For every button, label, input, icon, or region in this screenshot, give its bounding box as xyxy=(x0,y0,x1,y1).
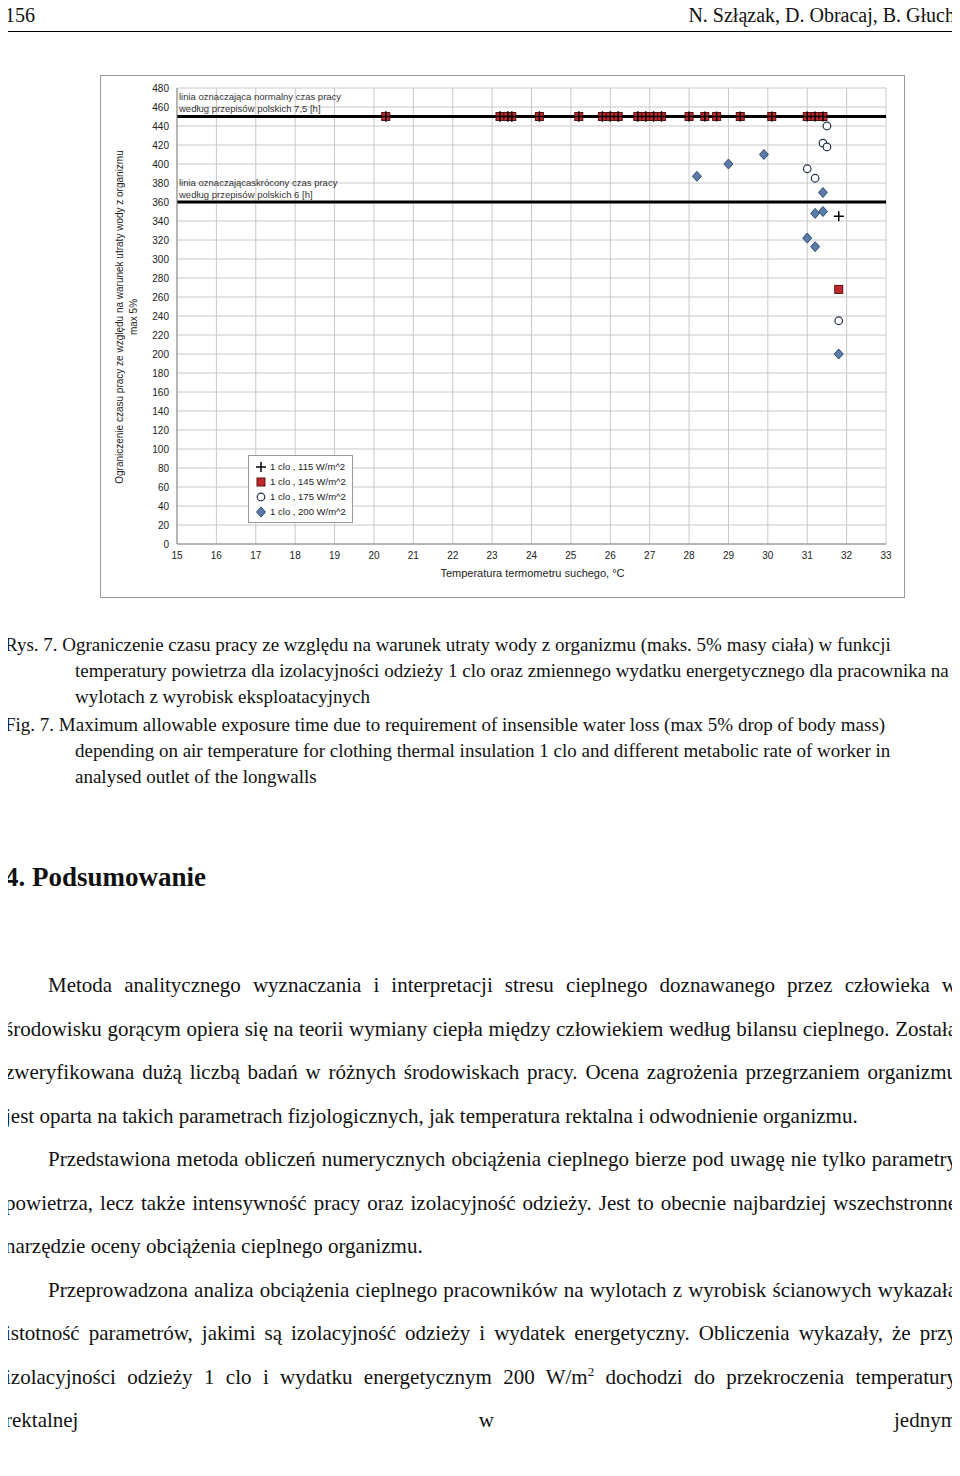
svg-text:140: 140 xyxy=(152,406,169,417)
svg-text:26: 26 xyxy=(605,550,617,561)
svg-text:80: 80 xyxy=(158,463,170,474)
svg-text:15: 15 xyxy=(171,550,183,561)
html-text:Metoda analitycznego wyznaczan: Metoda analitycznego wyznaczania i inter… xyxy=(5,973,957,1128)
svg-text:360: 360 xyxy=(152,197,169,208)
svg-text:420: 420 xyxy=(152,140,169,151)
svg-text:25: 25 xyxy=(565,550,577,561)
html-text:Rys. 7. Ograniczenie czasu pra: Rys. 7. Ograniczenie czasu pracy ze wzgl… xyxy=(5,634,949,707)
html-text:4. Podsumowanie: 4. Podsumowanie xyxy=(5,862,206,892)
html-text:1 clo , 175 W/m^2: 1 clo , 175 W/m^2 xyxy=(270,491,346,503)
svg-text:24: 24 xyxy=(526,550,538,561)
svg-text:32: 32 xyxy=(841,550,853,561)
svg-text:60: 60 xyxy=(158,482,170,493)
html-text:Przedstawiona metoda obliczeń: Przedstawiona metoda obliczeń numeryczny… xyxy=(5,1147,957,1258)
html-text:linia oznaczająca normalny cza: linia oznaczająca normalny czas pracy xyxy=(179,90,342,102)
svg-text:22: 22 xyxy=(447,550,459,561)
svg-text:19: 19 xyxy=(329,550,341,561)
svg-text:460: 460 xyxy=(152,102,169,113)
svg-text:340: 340 xyxy=(152,216,169,227)
html-text:Temperatura termometru suchego: Temperatura termometru suchego, °C xyxy=(440,567,625,579)
svg-text:280: 280 xyxy=(152,273,169,284)
svg-text:240: 240 xyxy=(152,311,169,322)
html-text:Fig. 7. Maximum allowable expo: Fig. 7. Maximum allowable exposure time … xyxy=(5,714,891,787)
html-text:Ograniczenie czasu pracy ze wz: Ograniczenie czasu pracy ze względu na w… xyxy=(114,150,125,484)
svg-text:30: 30 xyxy=(762,550,774,561)
html-text:Przeprowadzona analiza obciąże: Przeprowadzona analiza obciążenia ciepln… xyxy=(5,1277,957,1432)
svg-text:31: 31 xyxy=(802,550,814,561)
html-text:linia oznaczającaskrócony czas: linia oznaczającaskrócony czas pracy xyxy=(179,176,338,188)
html-text:N. Szłązak, D. Obracaj, B. Głu: N. Szłązak, D. Obracaj, B. Głuch xyxy=(688,4,955,26)
svg-text:28: 28 xyxy=(683,550,695,561)
html-text:według przepisów polskich 7,5: według przepisów polskich 7,5 [h] xyxy=(179,102,321,114)
svg-text:0: 0 xyxy=(163,539,169,550)
svg-text:300: 300 xyxy=(152,254,169,265)
svg-text:20: 20 xyxy=(368,550,380,561)
svg-text:380: 380 xyxy=(152,178,169,189)
svg-text:120: 120 xyxy=(152,425,169,436)
svg-text:33: 33 xyxy=(880,550,892,561)
svg-text:200: 200 xyxy=(152,349,169,360)
svg-text:40: 40 xyxy=(158,501,170,512)
html-text:1 clo , 115 W/m^2: 1 clo , 115 W/m^2 xyxy=(270,461,346,473)
svg-text:17: 17 xyxy=(250,550,262,561)
svg-text:29: 29 xyxy=(723,550,735,561)
svg-text:27: 27 xyxy=(644,550,656,561)
svg-text:260: 260 xyxy=(152,292,169,303)
html-text:1 clo , 200 W/m^2: 1 clo , 200 W/m^2 xyxy=(270,506,346,518)
svg-text:16: 16 xyxy=(211,550,223,561)
html-text:1 clo , 145 W/m^2: 1 clo , 145 W/m^2 xyxy=(270,476,346,488)
svg-text:18: 18 xyxy=(290,550,302,561)
svg-text:21: 21 xyxy=(408,550,420,561)
svg-text:480: 480 xyxy=(152,83,169,94)
svg-text:180: 180 xyxy=(152,368,169,379)
svg-text:320: 320 xyxy=(152,235,169,246)
svg-text:400: 400 xyxy=(152,159,169,170)
svg-text:440: 440 xyxy=(152,121,169,132)
html-text:według przepisów polskich 6 [h: według przepisów polskich 6 [h] xyxy=(179,188,313,200)
html-text:max 5%: max 5% xyxy=(128,298,139,336)
svg-text:220: 220 xyxy=(152,330,169,341)
html-text:156: 156 xyxy=(5,4,35,26)
svg-text:160: 160 xyxy=(152,387,169,398)
svg-text:100: 100 xyxy=(152,444,169,455)
svg-text:20: 20 xyxy=(158,520,170,531)
svg-text:23: 23 xyxy=(487,550,499,561)
